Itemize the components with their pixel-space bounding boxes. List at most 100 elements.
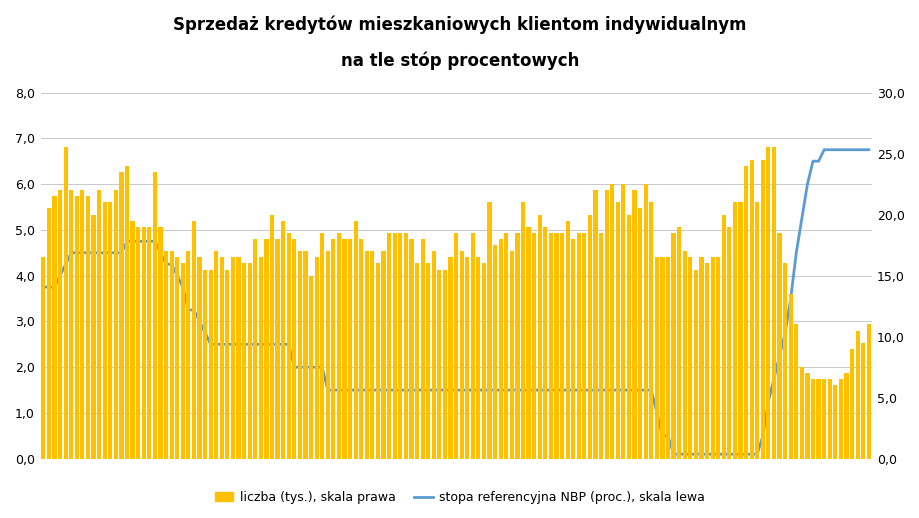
Bar [860,343,865,459]
Bar [542,227,547,459]
Bar [810,379,814,459]
Bar [804,373,809,459]
Bar [74,196,79,459]
Bar [225,269,229,459]
Bar [220,257,223,459]
Bar [236,257,241,459]
Bar [420,239,425,459]
Bar [643,184,647,459]
Bar [175,257,179,459]
Bar [198,257,201,459]
Bar [855,330,858,459]
Bar [153,172,157,459]
Bar [47,208,51,459]
Bar [353,221,357,459]
Bar [325,251,330,459]
Bar [409,239,413,459]
Bar [593,190,597,459]
Bar [560,233,563,459]
Bar [838,379,842,459]
Bar [320,233,323,459]
Bar [698,257,703,459]
Bar [398,233,402,459]
Bar [103,203,107,459]
Bar [531,233,536,459]
Bar [147,227,152,459]
Bar [331,239,335,459]
Bar [130,221,134,459]
Bar [799,367,803,459]
Bar [114,190,118,459]
Bar [509,251,514,459]
Bar [676,227,680,459]
Bar [80,190,85,459]
Bar [815,379,820,459]
Bar [649,203,652,459]
Bar [833,385,836,459]
Bar [242,264,246,459]
Bar [788,294,792,459]
Bar [709,257,714,459]
Bar [376,264,380,459]
Bar [604,190,608,459]
Bar [720,214,725,459]
Bar [275,239,279,459]
Bar [169,251,174,459]
Bar [554,233,558,459]
Bar [364,251,369,459]
Bar [448,257,452,459]
Bar [381,251,385,459]
Bar [671,233,675,459]
Bar [782,264,787,459]
Bar [269,214,274,459]
Bar [437,269,441,459]
Bar [387,233,391,459]
Bar [58,190,62,459]
Bar [180,264,185,459]
Bar [192,221,196,459]
Bar [660,257,664,459]
Text: Sprzedaż kredytów mieszkaniowych klientom indywidualnym: Sprzedaż kredytów mieszkaniowych kliento… [173,16,746,34]
Bar [743,166,747,459]
Bar [358,239,363,459]
Bar [214,251,218,459]
Bar [665,257,669,459]
Bar [414,264,419,459]
Bar [85,196,90,459]
Bar [626,214,630,459]
Bar [431,251,436,459]
Bar [69,190,74,459]
Bar [142,227,146,459]
Bar [715,257,720,459]
Bar [186,251,190,459]
Bar [771,148,776,459]
Bar [738,203,742,459]
Bar [498,239,502,459]
Bar [482,264,485,459]
Bar [504,233,508,459]
Bar [41,257,45,459]
Bar [777,233,781,459]
Text: na tle stóp procentowych: na tle stóp procentowych [340,52,579,70]
Bar [520,203,525,459]
Bar [822,379,825,459]
Bar [693,269,698,459]
Bar [347,239,352,459]
Bar [749,160,753,459]
Bar [247,264,252,459]
Bar [336,233,341,459]
Bar [281,221,285,459]
Bar [866,324,870,459]
Bar [587,214,591,459]
Bar [158,227,163,459]
Bar [342,239,346,459]
Bar [453,233,458,459]
Bar [164,251,168,459]
Bar [52,196,57,459]
Bar [258,257,263,459]
Bar [203,269,207,459]
Bar [704,264,709,459]
Bar [615,203,619,459]
Bar [766,148,769,459]
Bar [96,190,101,459]
